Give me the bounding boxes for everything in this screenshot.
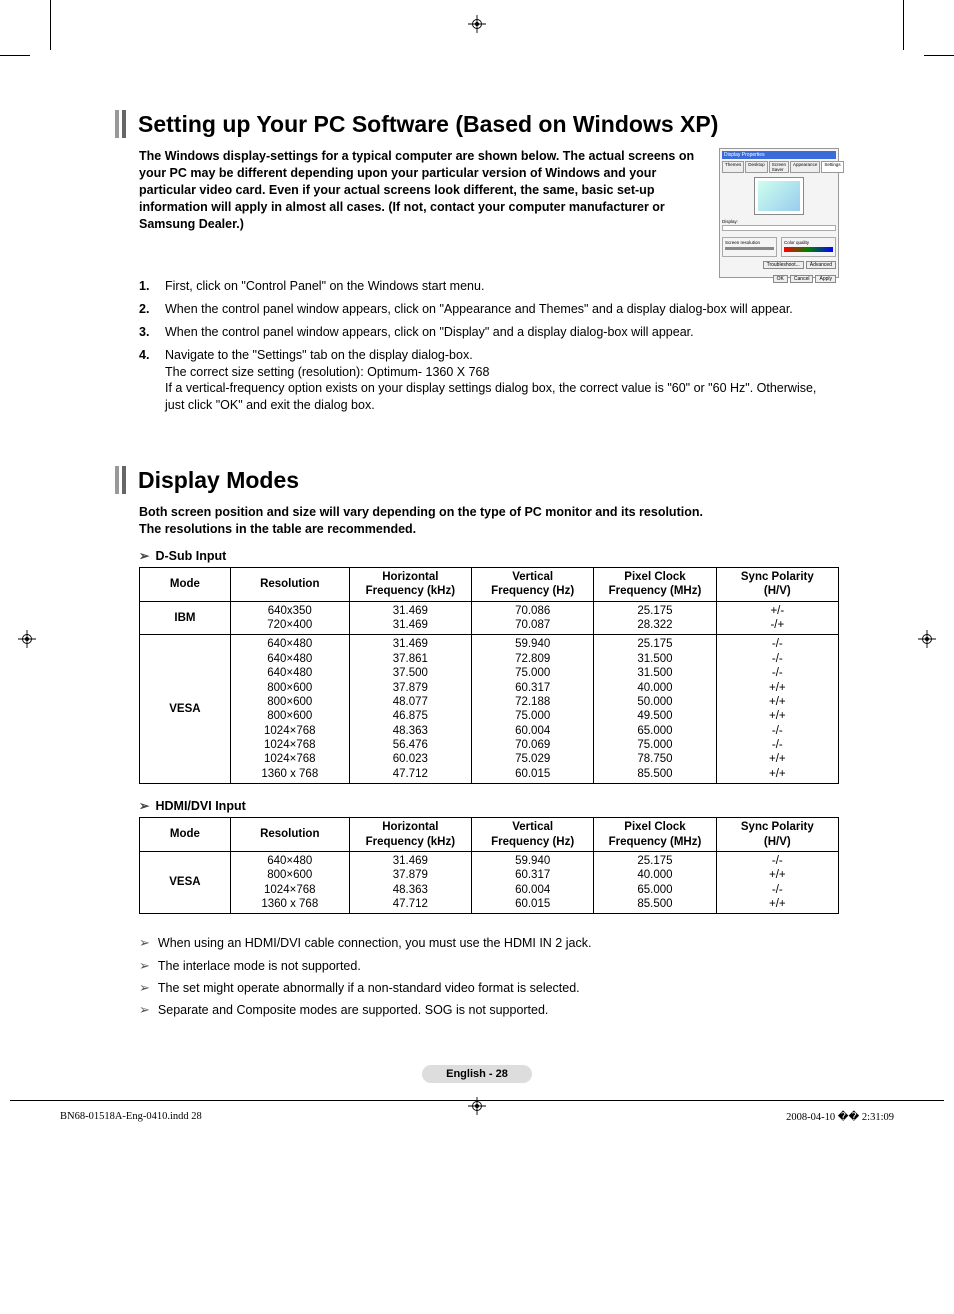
step-item: 3.When the control panel window appears,… — [139, 324, 839, 341]
col-header: Sync Polarity (H/V) — [716, 567, 838, 601]
step-number: 2. — [139, 301, 165, 318]
screenshot-window-title: Display Properties — [722, 151, 836, 159]
col-header: Resolution — [230, 818, 349, 852]
lead-paragraph: Both screen position and size will vary … — [139, 504, 839, 538]
crop-mark — [50, 0, 51, 50]
data-cell: 31.469 31.469 — [349, 601, 471, 635]
screenshot-tab: Themes — [722, 161, 744, 173]
step-number: 1. — [139, 278, 165, 295]
lead-paragraph: The Windows display-settings for a typic… — [139, 148, 707, 268]
table-caption-dsub: ➢D-Sub Input — [139, 548, 839, 563]
data-cell: 70.086 70.087 — [472, 601, 594, 635]
table-row: IBM640x350 720×40031.469 31.46970.086 70… — [140, 601, 839, 635]
data-cell: 31.469 37.861 37.500 37.879 48.077 46.87… — [349, 635, 471, 784]
table-row: VESA640×480 640×480 640×480 800×600 800×… — [140, 635, 839, 784]
crop-mark — [0, 55, 30, 56]
section-heading: Display Modes — [115, 466, 839, 494]
col-header: Mode — [140, 818, 231, 852]
step-text: Navigate to the "Settings" tab on the di… — [165, 347, 839, 415]
data-cell: 25.175 40.000 65.000 85.500 — [594, 851, 716, 914]
screenshot-display-dropdown — [722, 225, 836, 231]
data-cell: 31.469 37.879 48.363 47.712 — [349, 851, 471, 914]
data-cell: -/- +/+ -/- +/+ — [716, 851, 838, 914]
notes-list: When using an HDMI/DVI cable connection,… — [139, 932, 839, 1021]
col-header: Resolution — [230, 567, 349, 601]
col-header: Horizontal Frequency (kHz) — [349, 818, 471, 852]
screenshot-resolution-box: Screen resolution — [722, 237, 777, 257]
col-header: Pixel Clock Frequency (MHz) — [594, 818, 716, 852]
data-cell: +/- -/+ — [716, 601, 838, 635]
display-properties-screenshot: Display Properties ThemesDesktopScreen S… — [719, 148, 839, 278]
step-item: 1.First, click on "Control Panel" on the… — [139, 278, 839, 295]
col-header: Sync Polarity (H/V) — [716, 818, 838, 852]
table-caption-hdmi: ➢HDMI/DVI Input — [139, 798, 839, 813]
section-body: The Windows display-settings for a typic… — [115, 148, 839, 414]
table-row: VESA640×480 800×600 1024×768 1360 x 7683… — [140, 851, 839, 914]
col-header: Vertical Frequency (Hz) — [472, 818, 594, 852]
screenshot-monitor-preview — [754, 177, 804, 215]
dsub-modes-table: ModeResolutionHorizontal Frequency (kHz)… — [139, 567, 839, 784]
step-text: First, click on "Control Panel" on the W… — [165, 278, 839, 295]
col-header: Pixel Clock Frequency (MHz) — [594, 567, 716, 601]
screenshot-tab: Desktop — [745, 161, 768, 173]
step-number: 3. — [139, 324, 165, 341]
mode-cell: IBM — [140, 601, 231, 635]
screenshot-tab: Screen Saver — [769, 161, 789, 173]
mode-cell: VESA — [140, 851, 231, 914]
data-cell: 25.175 28.322 — [594, 601, 716, 635]
note-item: The interlace mode is not supported. — [139, 955, 839, 977]
step-text: When the control panel window appears, c… — [165, 301, 839, 318]
step-item: 4.Navigate to the "Settings" tab on the … — [139, 347, 839, 415]
footer-file: BN68-01518A-Eng-0410.indd 28 — [60, 1111, 202, 1123]
section-body: Both screen position and size will vary … — [115, 504, 839, 538]
screenshot-display-label: Display: — [722, 219, 836, 224]
screenshot-troubleshoot-button: Troubleshoot... — [763, 261, 804, 269]
section-title: Display Modes — [138, 466, 299, 494]
screenshot-tab: Appearance — [790, 161, 820, 173]
page-number-badge: English - 28 — [422, 1065, 532, 1083]
registration-mark-icon — [468, 15, 486, 33]
steps-list: 1.First, click on "Control Panel" on the… — [139, 278, 839, 414]
step-text: When the control panel window appears, c… — [165, 324, 839, 341]
crop-mark — [903, 0, 904, 50]
note-item: Separate and Composite modes are support… — [139, 999, 839, 1021]
data-cell: 25.175 31.500 31.500 40.000 50.000 49.50… — [594, 635, 716, 784]
data-cell: 640x350 720×400 — [230, 601, 349, 635]
manual-page: Setting up Your PC Software (Based on Wi… — [0, 0, 954, 1143]
data-cell: 59.940 72.809 75.000 60.317 72.188 75.00… — [472, 635, 594, 784]
section-title: Setting up Your PC Software (Based on Wi… — [138, 110, 718, 138]
col-header: Horizontal Frequency (kHz) — [349, 567, 471, 601]
step-item: 2.When the control panel window appears,… — [139, 301, 839, 318]
footer-timestamp: 2008-04-10 �� 2:31:09 — [786, 1111, 894, 1123]
data-cell: 640×480 640×480 640×480 800×600 800×600 … — [230, 635, 349, 784]
footer-rule — [10, 1100, 944, 1101]
note-item: When using an HDMI/DVI cable connection,… — [139, 932, 839, 954]
col-header: Vertical Frequency (Hz) — [472, 567, 594, 601]
section-heading: Setting up Your PC Software (Based on Wi… — [115, 110, 839, 138]
screenshot-tab: Settings — [821, 161, 843, 173]
registration-mark-icon — [18, 630, 36, 648]
screenshot-advanced-button: Advanced — [806, 261, 836, 269]
registration-mark-icon — [918, 630, 936, 648]
print-footer: BN68-01518A-Eng-0410.indd 28 2008-04-10 … — [60, 1111, 894, 1123]
step-number: 4. — [139, 347, 165, 415]
data-cell: 640×480 800×600 1024×768 1360 x 768 — [230, 851, 349, 914]
mode-cell: VESA — [140, 635, 231, 784]
crop-mark — [924, 55, 954, 56]
hdmi-modes-table: ModeResolutionHorizontal Frequency (kHz)… — [139, 817, 839, 914]
screenshot-color-quality-box: Color quality — [781, 237, 836, 257]
data-cell: 59.940 60.317 60.004 60.015 — [472, 851, 594, 914]
col-header: Mode — [140, 567, 231, 601]
note-item: The set might operate abnormally if a no… — [139, 977, 839, 999]
data-cell: -/- -/- -/- +/+ +/+ +/+ -/- -/- +/+ +/+ — [716, 635, 838, 784]
